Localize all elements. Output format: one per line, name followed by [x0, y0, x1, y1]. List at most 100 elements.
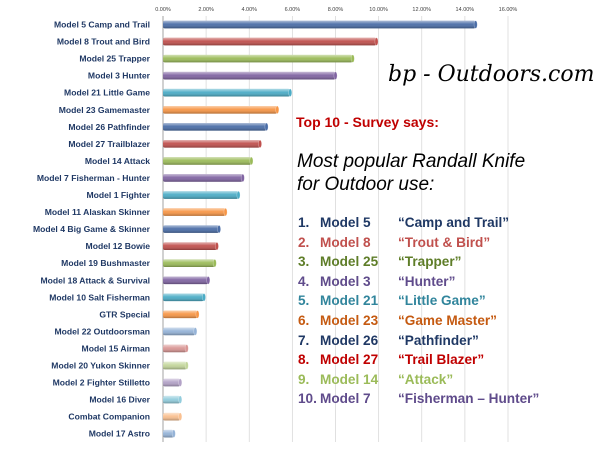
category-label: Combat Companion: [68, 412, 150, 422]
bar: [163, 225, 221, 234]
rank-item: 2. Model 8 “Trout & Bird”: [298, 235, 539, 255]
category-label: Model 10 Salt Fisherman: [49, 292, 150, 302]
rank-item: 3. Model 25 “Trapper”: [298, 254, 539, 274]
bar: [163, 190, 241, 200]
rank-nickname: “Game Master”: [398, 312, 497, 328]
headline-line-2: for Outdoor use:: [297, 174, 435, 195]
category-label: Model 15 Airman: [82, 343, 150, 353]
rank-item: 8. Model 27 “Trail Blazer”: [298, 352, 539, 372]
rank-number: 9.: [298, 371, 310, 387]
bar: [163, 395, 183, 404]
bar: [163, 122, 269, 131]
x-tick-label: 10.00%: [369, 7, 388, 13]
rank-nickname: “Fisherman – Hunter”: [398, 391, 540, 407]
x-tick-label: 4.00%: [241, 7, 257, 13]
bar: [163, 54, 355, 63]
category-label: Model 2 Fighter Stilletto: [53, 378, 150, 388]
bar: [163, 207, 228, 217]
bar: [163, 71, 338, 80]
rank-model: Model 23: [320, 312, 379, 328]
x-tick-label: 16.00%: [499, 7, 518, 13]
bar: [163, 429, 176, 438]
rank-item: 6. Model 23 “Game Master”: [298, 313, 539, 333]
rank-number: 4.: [298, 273, 310, 289]
bar: [163, 327, 198, 336]
category-label: Model 23 Gamemaster: [59, 105, 151, 115]
rank-item: 5. Model 21 “Little Game”: [298, 293, 539, 313]
rank-number: 5.: [298, 293, 310, 309]
x-tick-label: 2.00%: [198, 7, 214, 13]
rank-item: 4. Model 3 “Hunter”: [298, 274, 539, 294]
bar: [163, 173, 245, 183]
rank-nickname: “Pathfinder”: [398, 332, 479, 348]
x-tick-label: 6.00%: [285, 7, 301, 13]
category-label: Model 26 Pathfinder: [68, 122, 150, 132]
category-label: GTR Special: [99, 309, 150, 319]
bar: [163, 361, 189, 370]
bar: [163, 259, 217, 268]
rank-model: Model 8: [320, 234, 371, 250]
rank-nickname: “Trapper”: [398, 254, 462, 270]
top10-heading: Top 10 - Survey says:: [296, 114, 439, 130]
headline: Most popular Randall Knife for Outdoor u…: [297, 150, 587, 196]
headline-line-1: Most popular Randall Knife: [297, 151, 526, 172]
bar: [163, 88, 293, 97]
category-label: Model 3 Hunter: [88, 71, 151, 81]
category-label: Model 22 Outdoorsman: [55, 326, 151, 336]
bar: [163, 242, 219, 251]
bar: [163, 293, 206, 302]
category-label: Model 12 Bowie: [86, 241, 151, 251]
gridlines: [162, 16, 509, 442]
category-label: Model 19 Bushmaster: [61, 258, 150, 268]
bar: [163, 412, 183, 421]
rank-number: 6.: [298, 312, 310, 328]
rank-model: Model 5: [320, 215, 371, 230]
rank-item: 10. Model 7 “Fisherman – Hunter”: [298, 391, 539, 411]
bar: [163, 310, 200, 319]
rank-nickname: “Attack”: [398, 371, 454, 387]
category-label: Model 1 Fighter: [86, 190, 150, 200]
category-label: Model 17 Astro: [89, 429, 150, 439]
category-label: Model 18 Attack & Survival: [40, 275, 150, 285]
category-label: Model 8 Trout and Bird: [57, 37, 150, 47]
rank-nickname: “Trout & Bird”: [398, 234, 491, 250]
rank-model: Model 3: [320, 273, 371, 289]
category-label: Model 25 Trapper: [79, 54, 150, 64]
bar: [163, 37, 379, 46]
bar: [163, 139, 262, 148]
rank-model: Model 27: [320, 352, 379, 368]
rank-nickname: “Hunter”: [398, 273, 456, 289]
category-label: Model 11 Alaskan Skinner: [45, 207, 151, 217]
category-label: Model 7 Fisherman - Hunter: [37, 173, 151, 183]
bar: [163, 276, 211, 285]
bar: [163, 20, 478, 29]
bar: [163, 156, 254, 166]
rank-number: 3.: [298, 254, 310, 270]
rank-number: 8.: [298, 352, 310, 368]
site-watermark: bp - Outdoors.com: [388, 62, 595, 87]
x-tick-label: 14.00%: [456, 7, 475, 13]
rank-nickname: “Trail Blazer”: [398, 352, 485, 368]
top10-list: 1. Model 5 “Camp and Trail” 2. Model 8 “Trou…: [298, 215, 539, 411]
rank-item: 7. Model 26 “Pathfinder”: [298, 333, 539, 353]
x-tick-label: 8.00%: [328, 7, 344, 13]
category-label: Model 27 Trailblazer: [68, 139, 150, 149]
rank-model: Model 25: [320, 254, 379, 270]
category-labels: Model 5 Camp and Trail Model 8 Trout and …: [33, 20, 151, 439]
bars: [163, 20, 478, 438]
category-label: Model 21 Little Game: [64, 88, 150, 98]
rank-number: 1.: [298, 215, 310, 230]
category-label: Model 5 Camp and Trail: [54, 20, 150, 30]
rank-number: 10.: [298, 391, 317, 407]
bar: [163, 344, 189, 353]
rank-model: Model 26: [320, 332, 379, 348]
x-tick-label: 0.00%: [155, 7, 171, 13]
rank-number: 7.: [298, 332, 310, 348]
rank-model: Model 7: [320, 391, 371, 407]
x-axis-ticks: 0.00% 2.00% 4.00% 6.00% 8.00% 10.00% 12.00% 14.…: [155, 7, 517, 13]
rank-item: 1. Model 5 “Camp and Trail”: [298, 215, 539, 235]
rank-nickname: “Little Game”: [398, 293, 486, 309]
rank-number: 2.: [298, 234, 310, 250]
bar: [163, 105, 280, 114]
